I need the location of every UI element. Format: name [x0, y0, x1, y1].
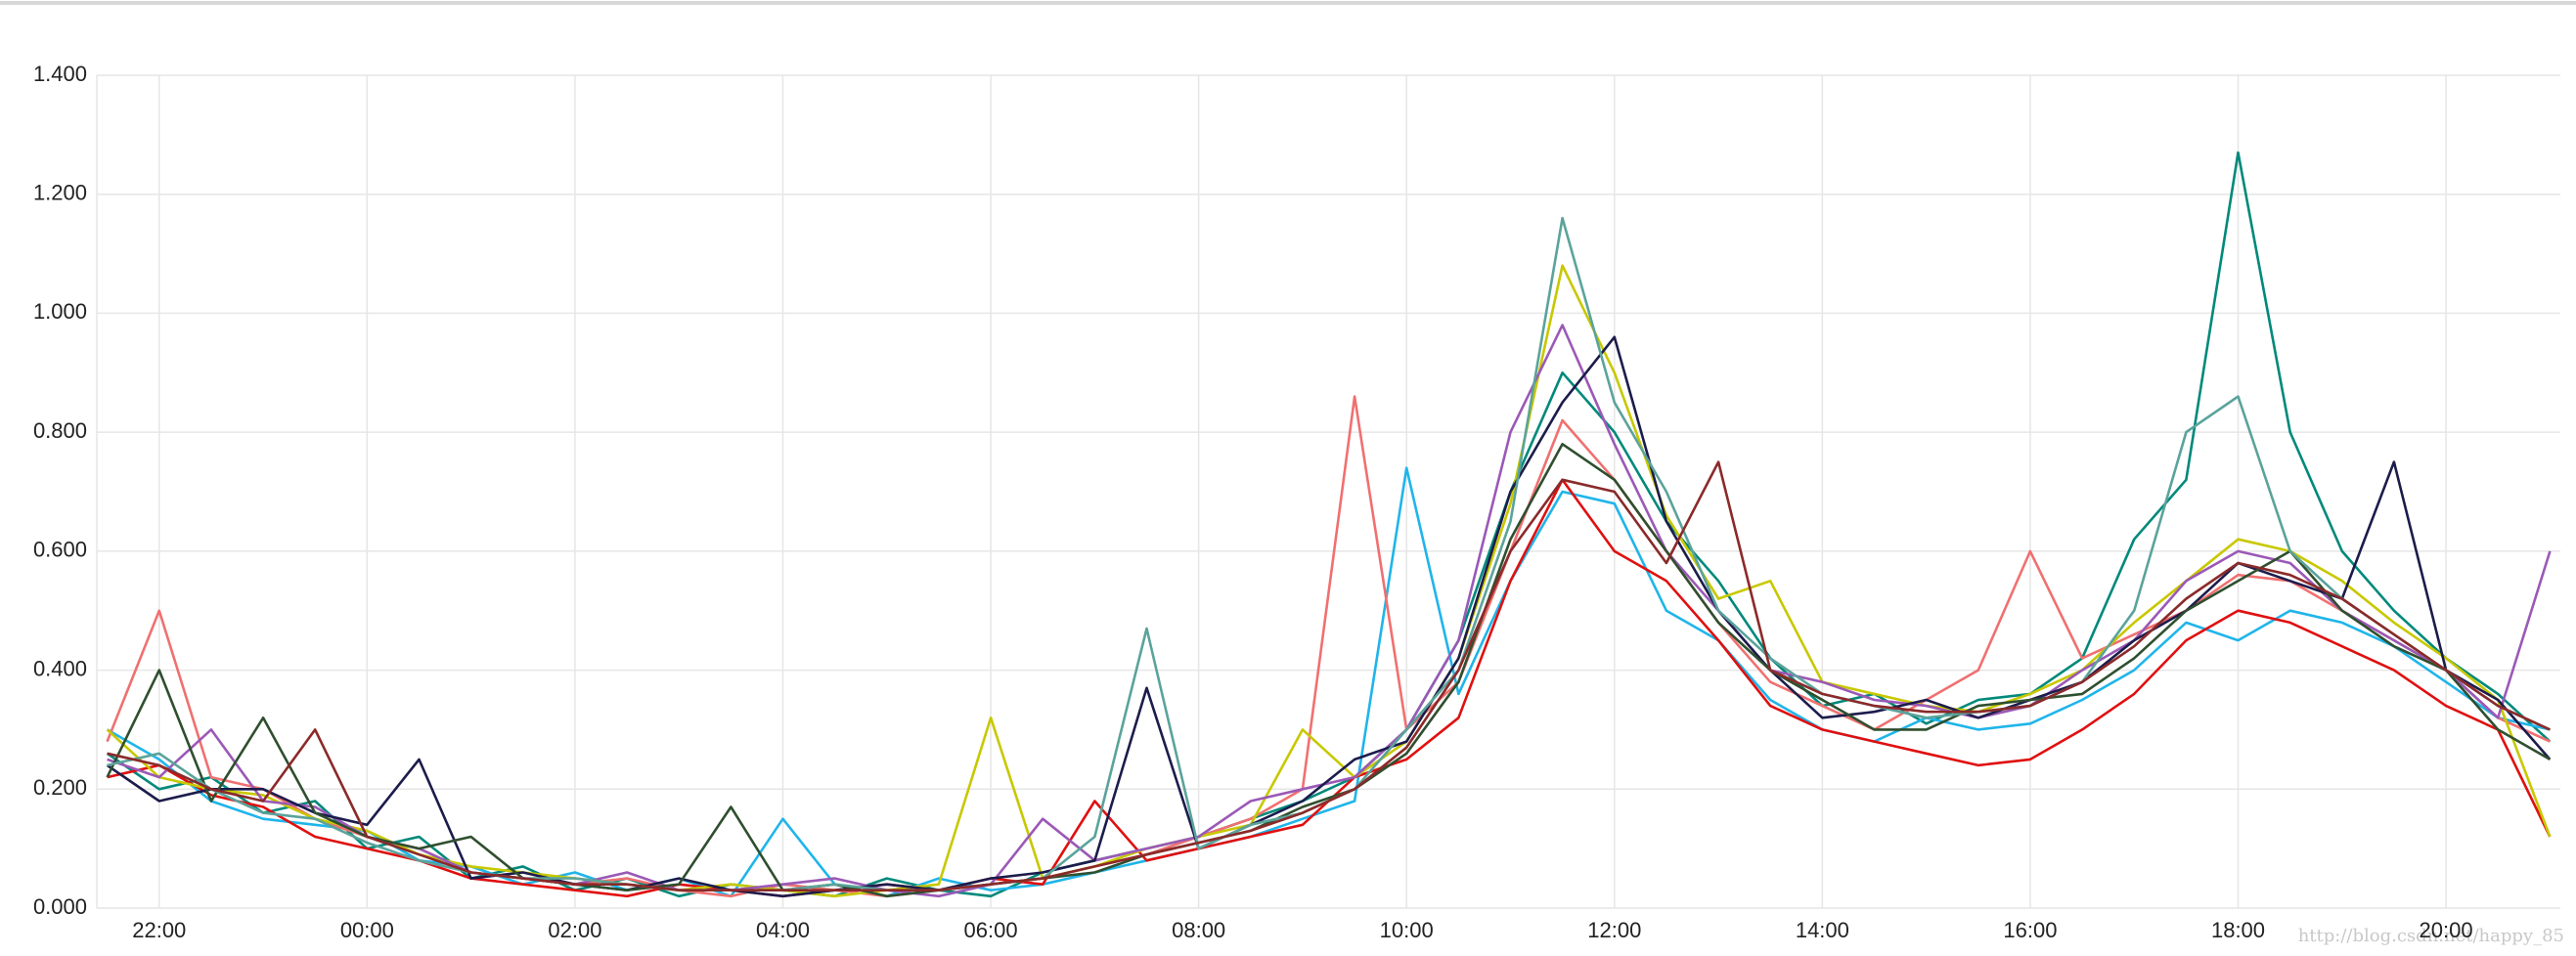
x-tick-label: 22:00: [132, 918, 186, 942]
series-line: [107, 460, 2551, 891]
x-tick-label: 20:00: [2420, 918, 2473, 942]
series-line: [106, 151, 2552, 898]
y-tick-label: 0.800: [33, 418, 87, 443]
x-tick-label: 18:00: [2211, 918, 2265, 942]
x-tick-label: 08:00: [1172, 918, 1225, 942]
grid: [96, 74, 2560, 909]
series-line: [106, 443, 2552, 898]
y-tick-label: 0.400: [33, 656, 87, 680]
y-tick-label: 0.000: [33, 894, 87, 919]
x-tick-label: 14:00: [1796, 918, 1849, 942]
y-tick-label: 0.200: [33, 775, 87, 800]
x-tick-label: 10:00: [1380, 918, 1434, 942]
y-tick-label: 1.400: [33, 62, 87, 86]
x-tick-label: 04:00: [756, 918, 810, 942]
series-line: [107, 478, 2552, 898]
series-line: [106, 466, 2551, 898]
x-tick-label: 06:00: [964, 918, 1018, 942]
series-line: [106, 395, 2551, 898]
x-tick-label: 16:00: [2003, 918, 2057, 942]
y-tick-label: 1.000: [33, 299, 87, 324]
watermark: http://blog.csdn.net/happy_85: [2298, 926, 2564, 946]
x-tick-label: 12:00: [1587, 918, 1641, 942]
x-tick-label: 02:00: [548, 918, 601, 942]
x-tick-label: 00:00: [340, 918, 394, 942]
y-tick-label: 0.600: [33, 538, 87, 562]
series-line: [106, 335, 2552, 898]
y-tick-label: 1.200: [33, 181, 87, 205]
